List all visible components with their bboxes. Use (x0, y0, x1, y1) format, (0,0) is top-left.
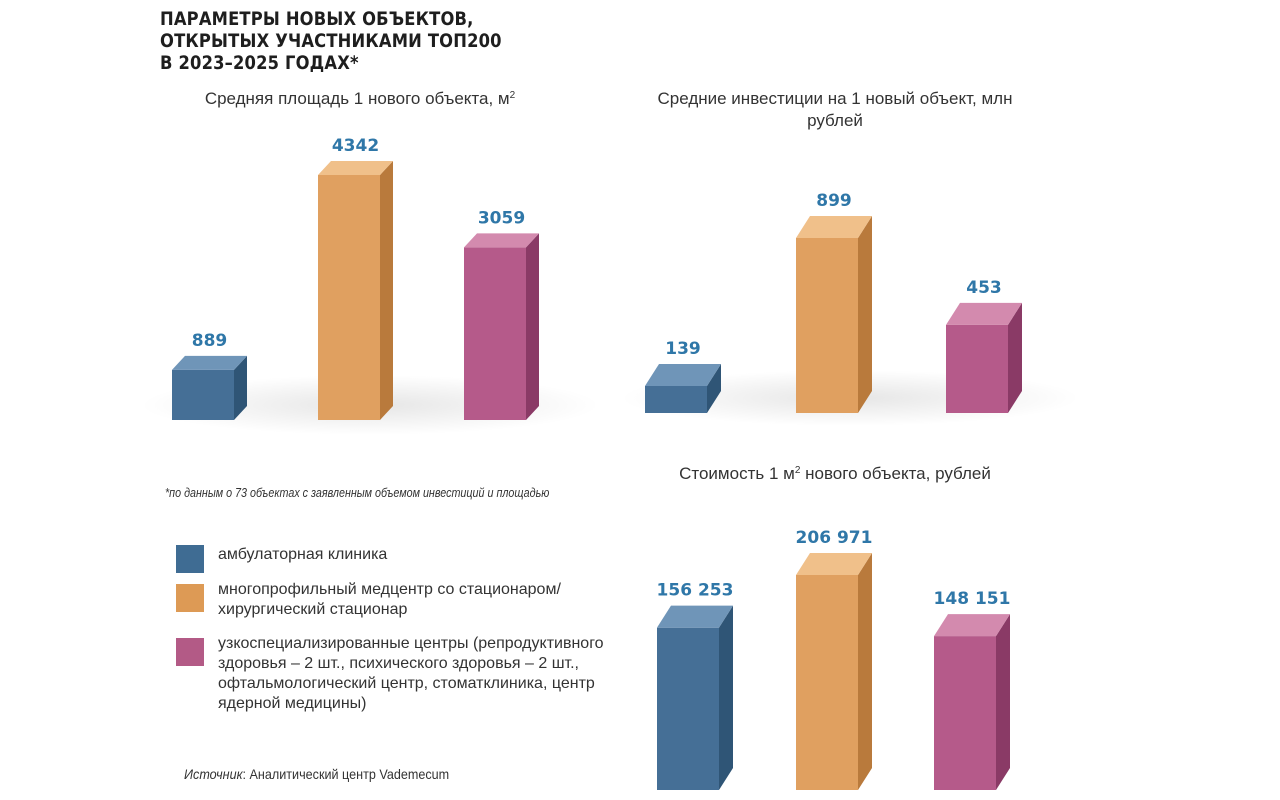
bar-side-face (1008, 302, 1022, 413)
value-label-investment-specialized: 453 (966, 278, 1002, 298)
source-text: : Аналитический центр Vademecum (242, 766, 450, 782)
chart-title-cost: Стоимость 1 м2 нового объекта, рублей (640, 463, 1030, 485)
main-title: ПАРАМЕТРЫ НОВЫХ ОБЪЕКТОВ, ОТКРЫТЫХ УЧАСТ… (160, 8, 521, 74)
bar-top-face (645, 363, 721, 386)
bar-side-face (380, 161, 393, 420)
bar-top-face (946, 302, 1022, 325)
bar-cost-specialized (934, 614, 1010, 790)
bar-front-face (796, 575, 858, 790)
bar-side-face (719, 605, 733, 790)
bar-investment-multiprofile (796, 216, 872, 413)
value-label-area-ambulatory: 889 (192, 331, 228, 351)
bar-front-face (318, 175, 380, 420)
bar-top-face (172, 355, 247, 370)
bar-investment-ambulatory (645, 363, 721, 413)
value-label-investment-multiprofile: 899 (816, 191, 852, 211)
value-label-area-specialized: 3059 (478, 208, 525, 228)
chart-investment: 139 899 453 (645, 191, 1022, 413)
bar-front-face (645, 385, 707, 413)
chart-title-area-sup: 2 (509, 90, 516, 101)
bar-side-face (996, 614, 1010, 790)
source-note: Источник: Аналитический центр Vademecum (184, 766, 562, 782)
main-title-line: ПАРАМЕТРЫ НОВЫХ ОБЪЕКТОВ, (160, 8, 474, 30)
bar-top-face (318, 161, 393, 175)
chart-cost: 156 253 206 971 148 151 (657, 528, 1011, 790)
bar-front-face (172, 369, 234, 420)
bar-front-face (796, 238, 858, 413)
legend-swatch-multiprofile (176, 584, 204, 612)
main-title-line: В 2023–2025 ГОДАХ* (160, 52, 359, 74)
source-label: Источник (184, 766, 243, 782)
bar-side-face (234, 355, 247, 420)
bar-top-face (796, 553, 872, 575)
value-label-cost-specialized: 148 151 (934, 589, 1011, 609)
bar-side-face (858, 216, 872, 413)
bar-top-face (657, 605, 733, 628)
bar-top-face (464, 233, 539, 248)
legend-label-ambulatory: амбулаторная клиника (218, 546, 388, 563)
footnote: *по данным о 73 объектах с заявленным об… (165, 486, 550, 500)
legend-label-multiprofile: многопрофильный медцентр со стационаром/… (218, 581, 561, 618)
chart-title-cost-sup: 2 (794, 465, 801, 476)
value-label-investment-ambulatory: 139 (665, 339, 701, 359)
chart-area: 889 4342 3059 (172, 136, 539, 420)
main-title-line: ОТКРЫТЫХ УЧАСТНИКАМИ ТОП200 (160, 30, 502, 52)
bar-front-face (464, 247, 526, 420)
bar-front-face (934, 636, 996, 790)
value-label-area-multiprofile: 4342 (332, 136, 379, 156)
legend-label-specialized: узкоспециализированные центры (репродукт… (218, 635, 604, 712)
bar-cost-multiprofile (796, 553, 872, 790)
bar-area-multiprofile (318, 161, 393, 420)
bar-area-specialized (464, 233, 539, 420)
chart-title-investment: Средние инвестиции на 1 новый объект, мл… (640, 88, 1030, 132)
bar-top-face (796, 216, 872, 238)
legend-swatch-ambulatory (176, 545, 204, 573)
bar-front-face (946, 324, 1008, 413)
chart-title-area-text: Средняя площадь 1 нового объекта, м (204, 89, 510, 108)
value-label-cost-ambulatory: 156 253 (657, 581, 734, 601)
value-label-cost-multiprofile: 206 971 (796, 528, 873, 548)
legend-swatch-specialized (176, 638, 204, 666)
chart-title-investment-text: Средние инвестиции на 1 новый объект, мл… (657, 89, 1013, 130)
chart-title-cost-text-a: Стоимость 1 м (679, 464, 795, 483)
bar-side-face (858, 553, 872, 790)
bar-cost-ambulatory (657, 605, 733, 790)
bar-side-face (526, 233, 539, 420)
bar-side-face (707, 363, 721, 413)
chart-title-area: Средняя площадь 1 нового объекта, м2 (160, 88, 560, 110)
chart-title-cost-text-b: нового объекта, рублей (800, 464, 991, 483)
bar-investment-specialized (946, 302, 1022, 413)
bar-front-face (657, 627, 719, 790)
bar-area-ambulatory (172, 355, 247, 420)
bar-top-face (934, 614, 1010, 637)
